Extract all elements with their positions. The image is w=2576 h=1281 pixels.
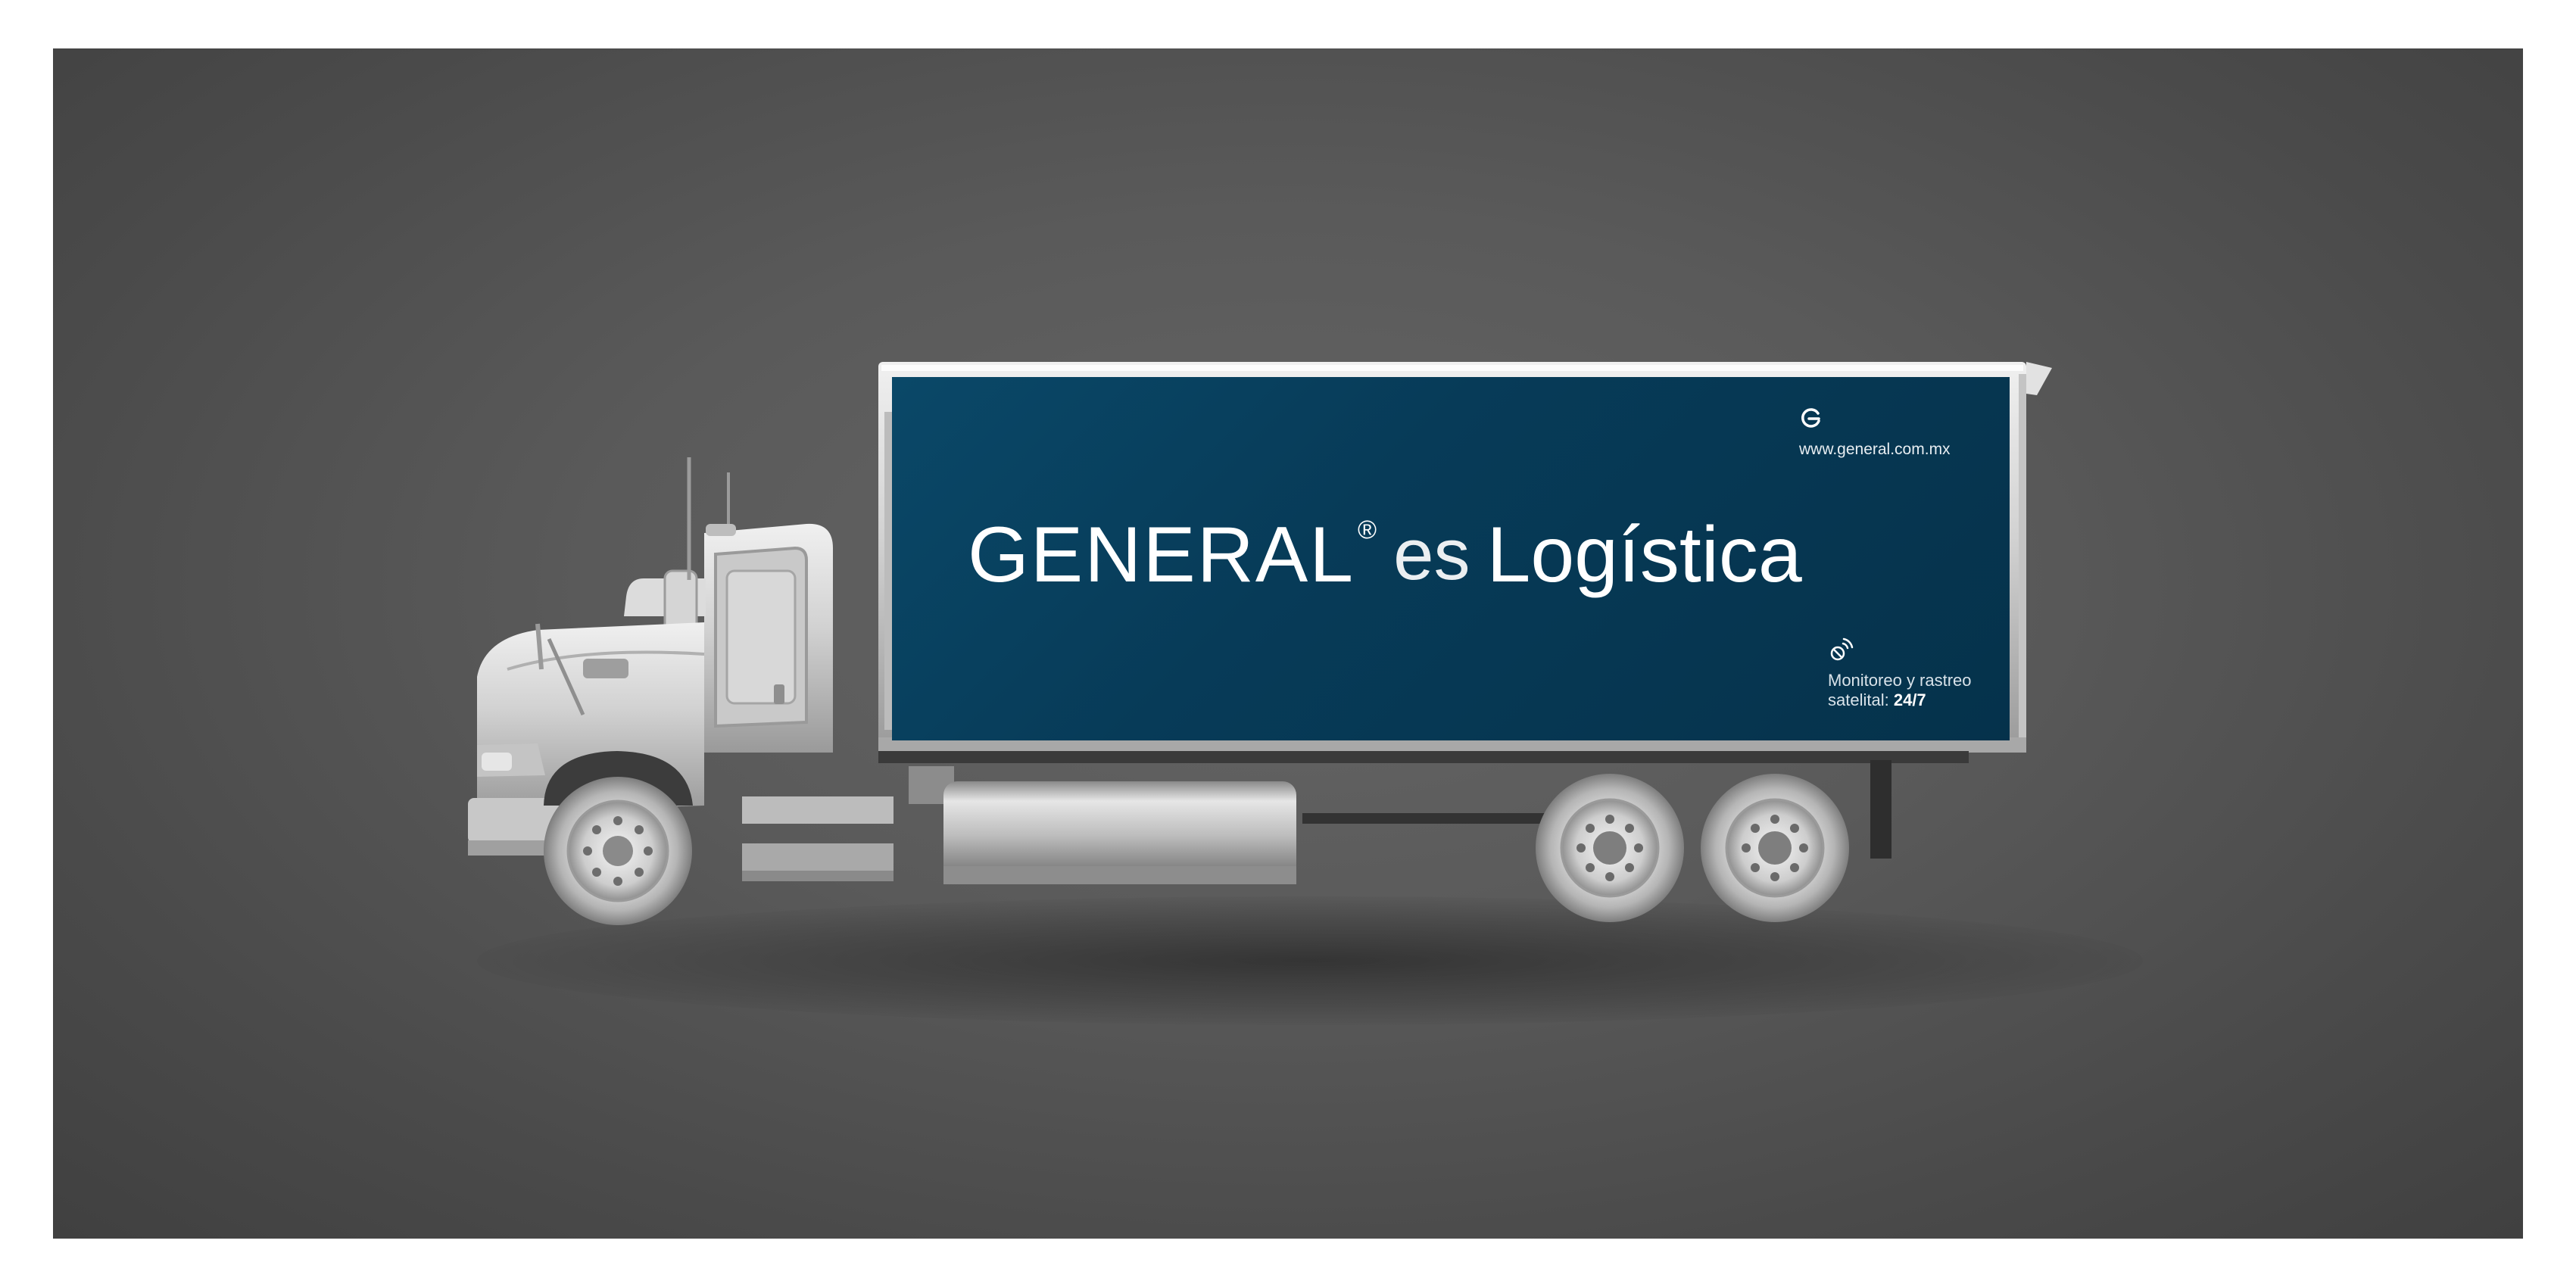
- steps: [742, 796, 893, 881]
- rear-wheels: [1536, 774, 1849, 922]
- general-g-logo-icon: [1801, 408, 1820, 428]
- cab: [624, 457, 833, 753]
- headline: GENERAL ® es Logística: [968, 506, 1802, 604]
- front-wheel: [544, 751, 693, 925]
- tagline: Logística: [1486, 511, 1802, 599]
- brand-name: GENERAL: [968, 511, 1355, 599]
- service-line-1: Monitoreo y rastreo: [1828, 671, 1972, 690]
- branding-panel: GENERAL ® es Logística www.general.com.m…: [892, 377, 2010, 740]
- studio-backdrop: GENERAL ® es Logística www.general.com.m…: [53, 48, 2523, 1239]
- service-line-2: satelital: 24/7: [1828, 690, 2002, 710]
- service-label: satelital:: [1828, 690, 1889, 709]
- registered-mark: ®: [1358, 516, 1377, 544]
- truck-floor-shadow: [477, 896, 2143, 1025]
- service-hours: 24/7: [1893, 690, 1926, 709]
- satellite-signal-icon: [1830, 637, 1854, 661]
- website-block: www.general.com.mx: [1799, 407, 1981, 459]
- tracking-service-block: Monitoreo y rastreo satelital: 24/7: [1828, 636, 2002, 710]
- website-url: www.general.com.mx: [1799, 441, 1951, 458]
- fuel-tank: [943, 781, 1296, 884]
- brand-logo: GENERAL ®: [968, 516, 1377, 594]
- connector-word: es: [1393, 514, 1470, 595]
